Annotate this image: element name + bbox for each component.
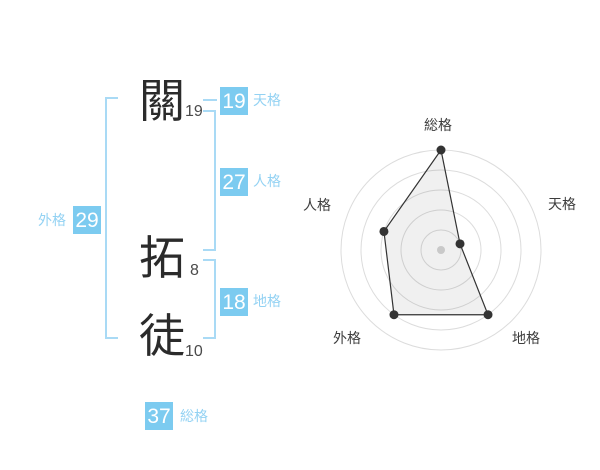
chikaku-bracket-top-stub: [203, 259, 216, 261]
given-kanji-1: 拓: [139, 232, 185, 284]
radar-axis-label-gaikaku: 外格: [333, 330, 361, 346]
radar-data-polygon: [383, 148, 489, 316]
radar-ring: [360, 169, 522, 331]
gaikaku-bracket-bottom-stub: [105, 337, 118, 339]
surname-kanji: 關: [139, 75, 185, 127]
jinkaku-value-badge: 27: [220, 168, 248, 196]
tenkaku-label: 天格: [253, 92, 281, 108]
given-kanji-1-stroke-count: 8: [190, 262, 199, 279]
radar-ring: [380, 189, 502, 311]
radar-ring: [420, 229, 462, 271]
tenkaku-value-badge: 19: [220, 87, 248, 115]
chikaku-value-badge: 18: [220, 288, 248, 316]
chikaku-label: 地格: [253, 293, 281, 309]
gaikaku-label: 外格: [38, 212, 66, 228]
gaikaku-bracket-top-stub: [105, 97, 118, 99]
surname-stroke-count: 19: [185, 103, 203, 120]
jinkaku-bracket-bottom-stub: [203, 249, 216, 251]
jinkaku-bracket-line: [214, 110, 216, 251]
radar-ring: [400, 209, 482, 291]
soukaku-value-badge: 37: [145, 402, 173, 430]
given-kanji-2-stroke-count: 10: [185, 343, 203, 360]
radar-chart: [340, 145, 542, 351]
chikaku-bracket-bottom-stub: [203, 337, 216, 339]
tenkaku-connector-line: [203, 99, 217, 101]
chikaku-bracket-line: [214, 259, 216, 339]
radar-data-point: [436, 145, 446, 155]
jinkaku-bracket-top-stub: [203, 110, 216, 112]
gaikaku-bracket-line: [105, 97, 107, 339]
radar-axis-label-soukaku: 総格: [424, 117, 452, 133]
jinkaku-label: 人格: [253, 173, 281, 189]
radar-data-point: [379, 226, 389, 236]
gaikaku-value-badge: 29: [73, 206, 101, 234]
radar-data-point: [389, 310, 399, 320]
radar-axis-label-tenkaku: 天格: [548, 196, 576, 212]
given-kanji-2: 徒: [139, 310, 185, 362]
radar-axis-label-jinkaku: 人格: [303, 197, 331, 213]
radar-center-dot: [437, 246, 445, 254]
radar-data-point: [455, 239, 465, 249]
radar-data-point: [483, 310, 493, 320]
soukaku-label: 総格: [180, 408, 208, 424]
radar-axis-label-chikaku: 地格: [512, 330, 540, 346]
